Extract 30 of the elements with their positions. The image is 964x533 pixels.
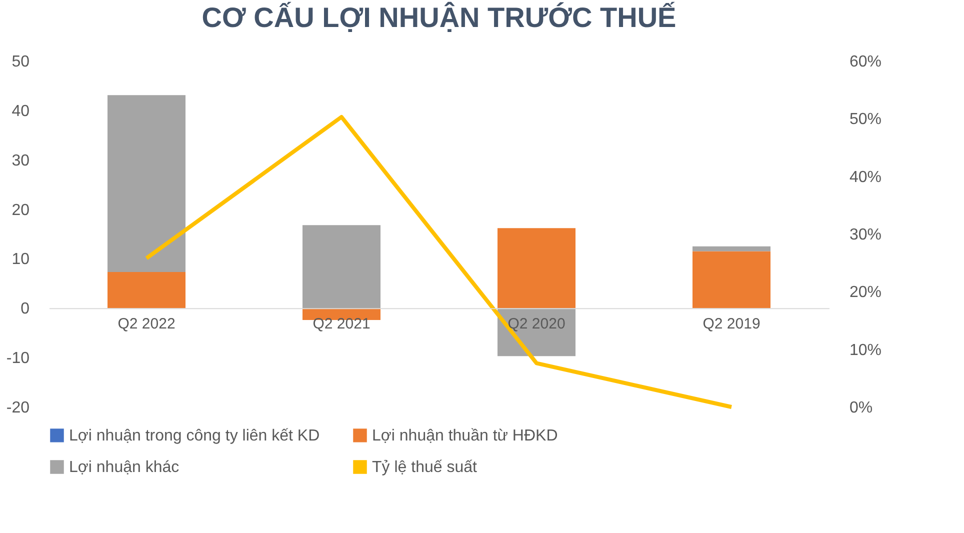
x-tick-label: Q2 2019 [702, 316, 760, 333]
bar [302, 225, 380, 308]
bar [108, 95, 186, 272]
bar [692, 251, 770, 308]
y2-tick-label: 30% [850, 226, 882, 244]
bar [498, 228, 576, 308]
y2-tick-label: 50% [850, 111, 882, 128]
y2-tick-label: 0% [850, 400, 873, 416]
x-tick-label: Q2 2022 [118, 316, 176, 333]
x-tick-label: Q2 2021 [312, 316, 370, 333]
bar [692, 246, 770, 252]
legend-label: Tỷ lệ thuế suất [372, 459, 478, 476]
legend-label: Lợi nhuận thuần từ HĐKD [372, 427, 558, 444]
y-tick-label: 20 [12, 202, 30, 219]
y2-tick-label: 60% [850, 54, 882, 70]
y-tick-label: 0 [20, 300, 30, 318]
chart-title: CƠ CẤU LỢI NHUẬN TRƯỚC THUẾ [202, 1, 676, 33]
y2-tick-label: 10% [850, 342, 882, 359]
legend-label: Lợi nhuận khác [69, 459, 180, 476]
y-tick-label: 30 [12, 152, 30, 170]
bar [108, 272, 186, 308]
y-tick-label: -10 [6, 350, 30, 368]
legend-label: Lợi nhuận trong công ty liên kết KD [69, 427, 320, 444]
y-tick-label: 10 [12, 251, 30, 268]
y-tick-label: -20 [6, 400, 30, 416]
y-tick-label: 50 [12, 54, 30, 70]
y2-tick-label: 40% [850, 168, 882, 186]
x-tick-label: Q2 2020 [508, 316, 566, 333]
y-tick-label: 40 [12, 102, 30, 120]
y2-tick-label: 20% [850, 284, 882, 302]
